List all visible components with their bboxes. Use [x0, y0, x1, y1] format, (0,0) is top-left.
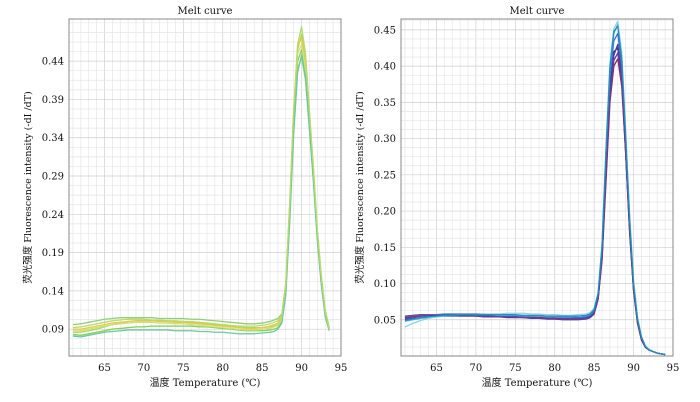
- plot-area: [69, 19, 341, 356]
- y-tick-label: 0.35: [374, 98, 396, 109]
- y-tick-label: 0.30: [374, 134, 396, 145]
- y-tick-label: 0.15: [374, 243, 396, 254]
- left-melt-curve-panel: 65 70 75 80 85 90 95 0.09 0.14 0.19 0.24 0.29 0.34 0.…: [22, 6, 347, 389]
- y-axis-label: 荧光强度 Fluorescence intensity (-dI /dT): [22, 91, 34, 283]
- grid: [401, 19, 674, 357]
- x-axis-label: 温度 Temperature (℃): [150, 376, 261, 389]
- y-tick-label: 0.10: [374, 279, 396, 290]
- y-tick-label: 0.20: [374, 207, 396, 218]
- x-tick-label: 80: [548, 363, 561, 374]
- series-group: [404, 20, 666, 356]
- y-tick-label: 0.45: [374, 25, 396, 36]
- series-line-7: [72, 26, 330, 329]
- x-tick-label: 95: [667, 363, 680, 374]
- series-line-4: [72, 43, 330, 332]
- y-tick-label: 0.19: [42, 248, 64, 259]
- x-tick-label: 75: [177, 363, 190, 374]
- plot-frame: [400, 18, 674, 357]
- y-tick-label: 0.14: [42, 286, 64, 297]
- x-tick-label: 95: [335, 363, 348, 374]
- y-tick-label: 0.29: [42, 172, 64, 183]
- y-tick-label: 0.44: [42, 57, 64, 68]
- x-tick-label: 70: [138, 363, 151, 374]
- x-tick-label: 65: [98, 363, 111, 374]
- series-line-8: [404, 25, 666, 356]
- x-tick-label: 65: [430, 363, 443, 374]
- x-tick-label: 80: [216, 363, 229, 374]
- y-axis-label: 荧光强度 Fluorescence intensity (-dI /dT): [354, 91, 366, 283]
- plot-frame: [68, 18, 342, 357]
- chart-title: Melt curve: [178, 6, 233, 17]
- x-tick-label: 75: [509, 363, 522, 374]
- grid: [69, 19, 342, 356]
- y-tick-label: 0.05: [374, 315, 396, 326]
- y-tick-label: 0.09: [42, 325, 64, 336]
- chart-title: Melt curve: [510, 6, 565, 17]
- y-tick-label: 0.40: [374, 62, 396, 73]
- series-group: [72, 26, 330, 338]
- series-line-6: [72, 54, 330, 338]
- x-axis-label: 温度 Temperature (℃): [482, 376, 593, 389]
- x-tick-label: 90: [627, 363, 640, 374]
- x-tick-label: 85: [588, 363, 601, 374]
- y-tick-label: 0.25: [374, 170, 396, 181]
- right-melt-curve-panel: 65 70 75 80 85 90 95 0.05 0.10 0.15 0.20 0.25 0.30 0.…: [354, 6, 679, 389]
- series-line-3: [72, 37, 330, 330]
- x-tick-label: 90: [295, 363, 308, 374]
- x-tick-label: 85: [256, 363, 269, 374]
- y-tick-label: 0.24: [42, 210, 64, 221]
- y-tick-label: 0.39: [42, 95, 64, 106]
- x-tick-label: 70: [470, 363, 483, 374]
- plot-area: [401, 19, 673, 356]
- y-tick-label: 0.34: [42, 133, 64, 144]
